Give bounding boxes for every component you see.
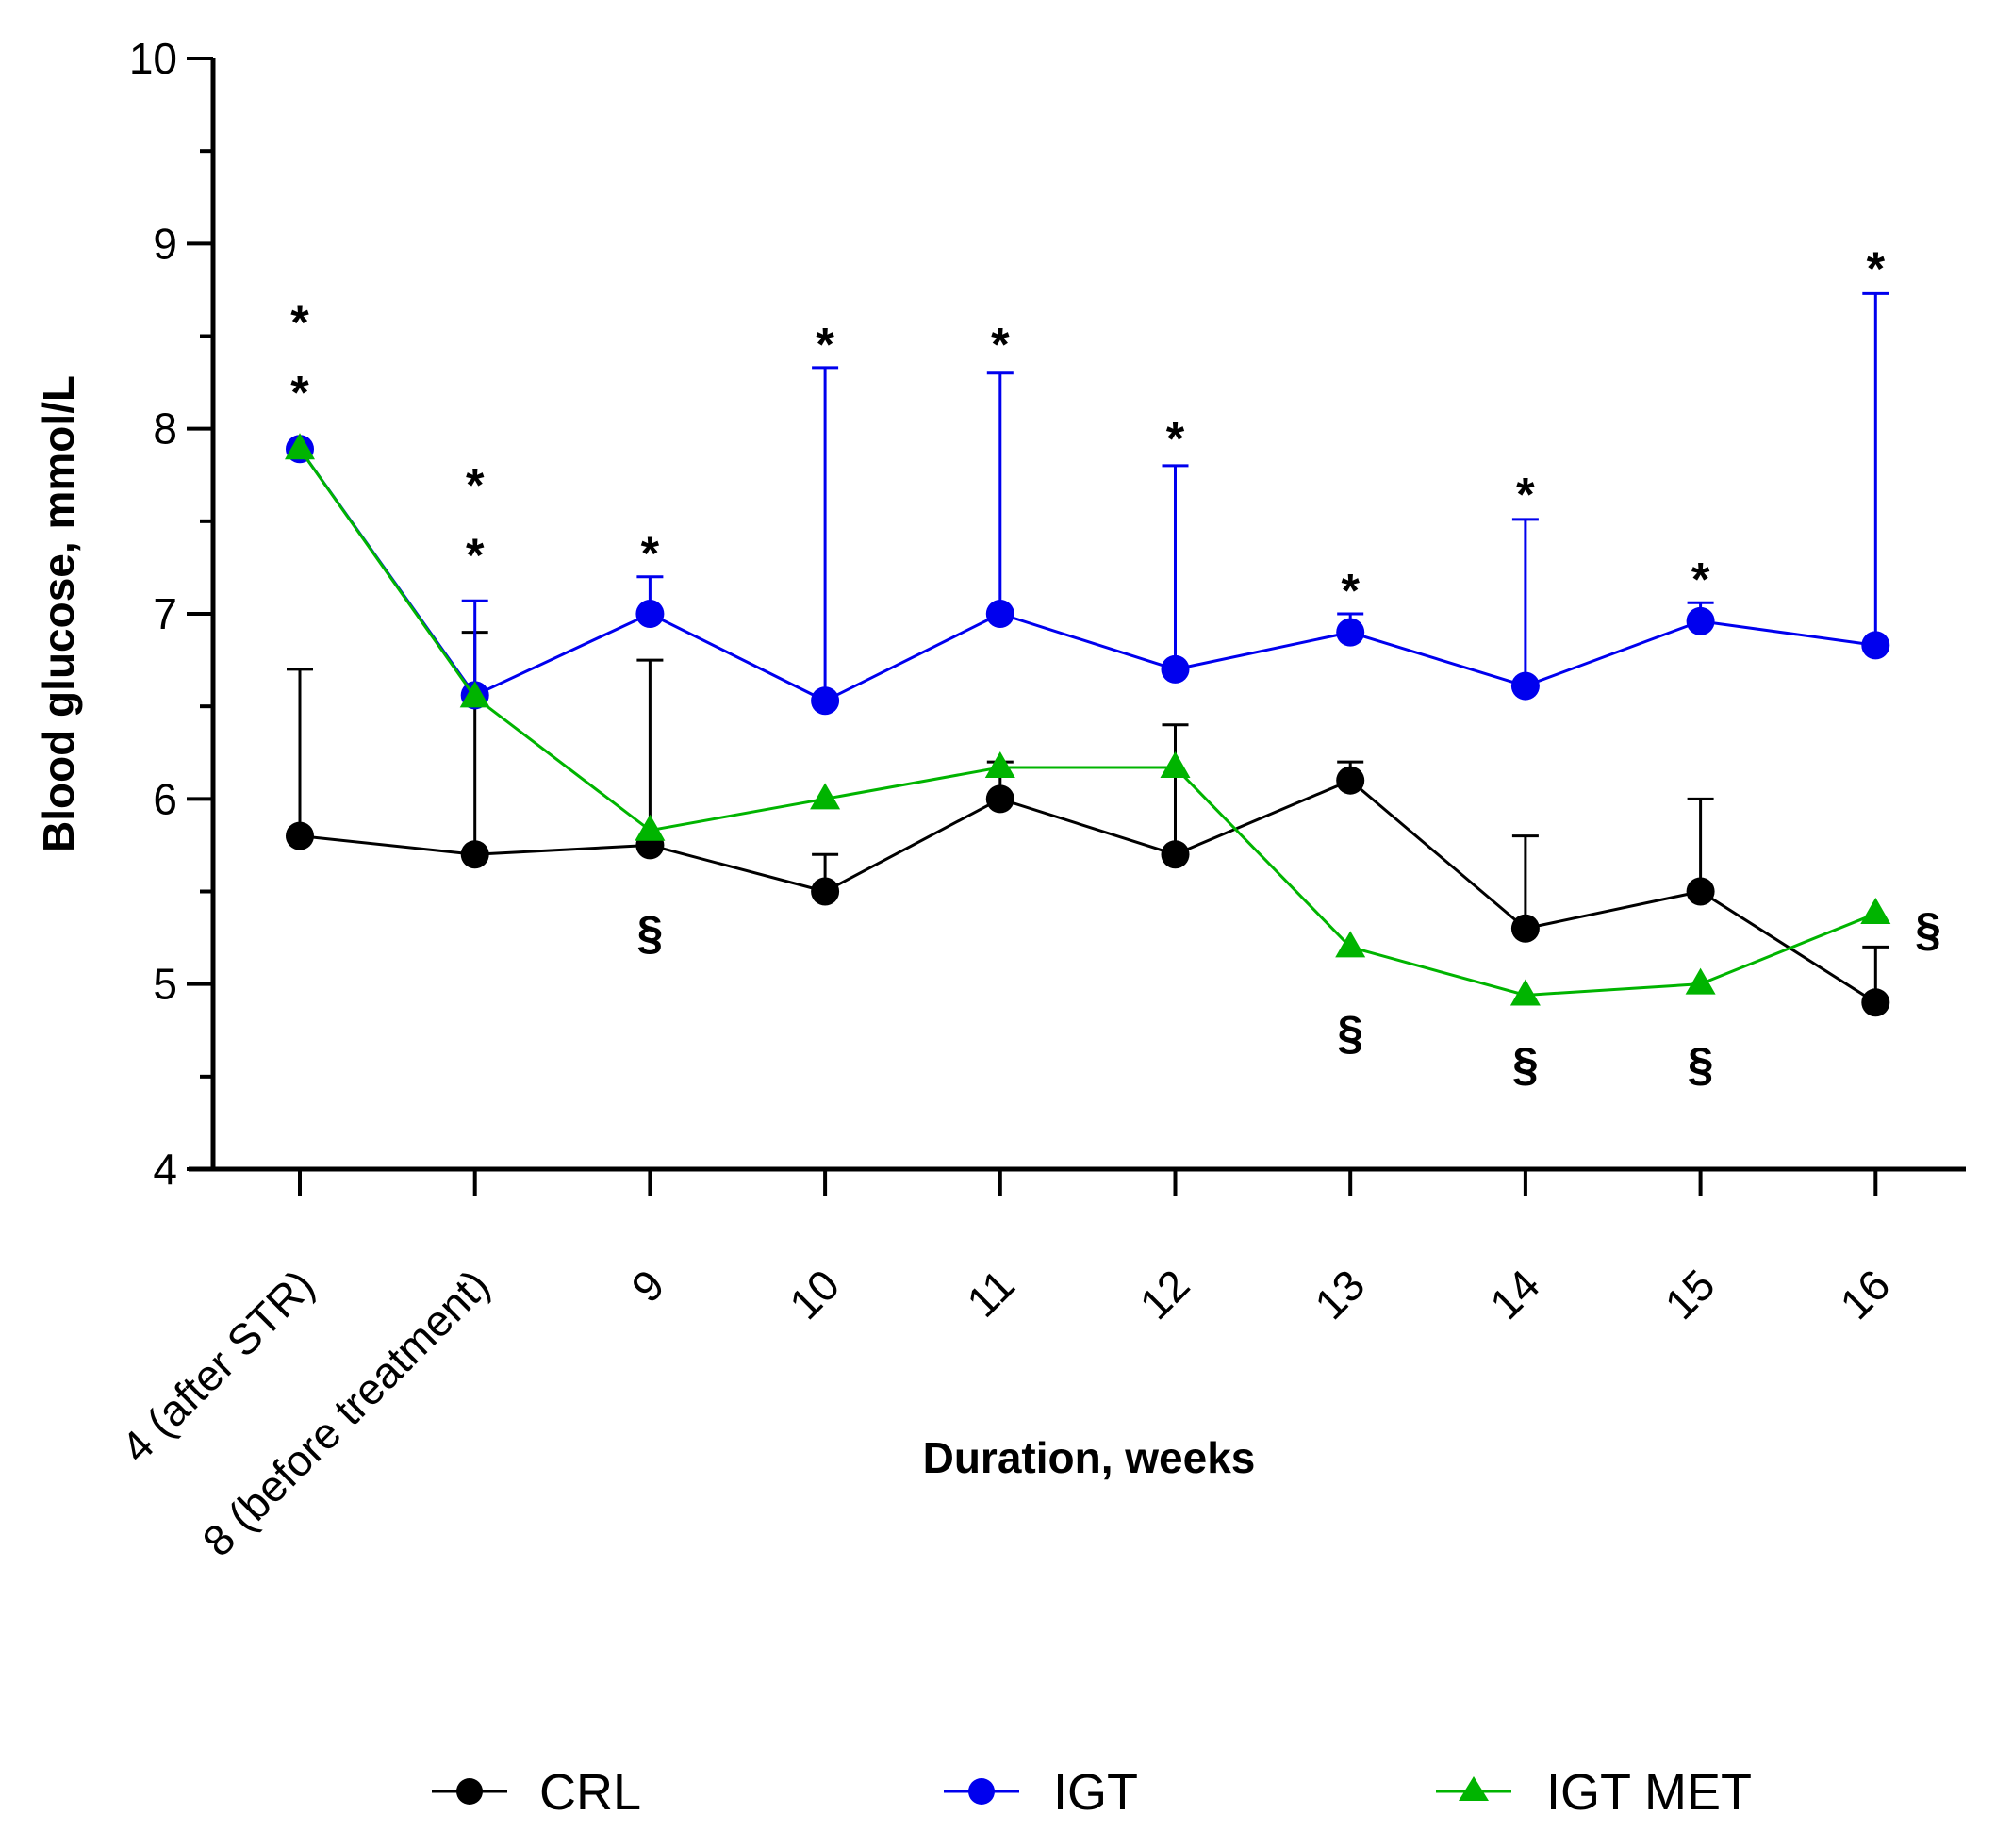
x-tick-label: 16 bbox=[1830, 1260, 1899, 1328]
data-point-igt bbox=[1686, 606, 1715, 635]
y-tick-label: 9 bbox=[153, 219, 177, 268]
y-ticks: 4 5 6 7 8 9 10 bbox=[129, 34, 213, 1194]
series-igt bbox=[286, 291, 1890, 716]
x-tick-label: 10 bbox=[780, 1260, 849, 1328]
data-point-igt bbox=[1510, 671, 1540, 701]
data-point-igt-met bbox=[810, 783, 841, 810]
legend-item-igt-met: IGT MET bbox=[1436, 1764, 1752, 1821]
data-point-crl bbox=[1336, 766, 1365, 795]
data-point-igt-met bbox=[459, 681, 490, 708]
significance-asterisk: * bbox=[816, 318, 834, 371]
data-point-igt bbox=[1336, 618, 1365, 647]
significance-asterisk: * bbox=[1166, 412, 1185, 465]
data-point-igt bbox=[1161, 654, 1190, 684]
y-axis-title: Blood glucose, mmol/L bbox=[34, 375, 83, 852]
data-point-crl bbox=[460, 840, 489, 869]
legend-swatch-igt-marker bbox=[968, 1778, 995, 1805]
legend-label-igt: IGT bbox=[1053, 1764, 1138, 1821]
significance-asterisk: * bbox=[290, 366, 309, 419]
significance-asterisk: * bbox=[290, 296, 309, 349]
data-point-crl bbox=[1510, 914, 1540, 943]
data-point-igt-met bbox=[1685, 967, 1716, 995]
x-tick-label: 9 bbox=[622, 1260, 674, 1312]
data-point-igt bbox=[985, 600, 1014, 628]
data-point-crl bbox=[286, 821, 314, 850]
x-tick-label: 13 bbox=[1305, 1260, 1374, 1328]
y-tick-label: 6 bbox=[153, 774, 177, 823]
y-tick-label: 4 bbox=[153, 1145, 177, 1194]
data-point-igt-met bbox=[635, 814, 666, 841]
legend: CRL IGT IGT MET bbox=[432, 1764, 1752, 1821]
data-point-igt-met bbox=[984, 751, 1015, 778]
legend-swatch-igt-met-marker bbox=[1459, 1776, 1489, 1801]
data-point-crl bbox=[1161, 840, 1190, 869]
data-point-igt bbox=[1861, 631, 1890, 660]
data-point-crl bbox=[1686, 877, 1715, 906]
data-point-crl bbox=[985, 784, 1014, 814]
legend-item-crl: CRL bbox=[432, 1764, 641, 1821]
significance-asterisk: * bbox=[1867, 242, 1886, 295]
y-tick-label: 8 bbox=[153, 404, 177, 454]
significance-section-sign: § bbox=[1512, 1038, 1539, 1091]
data-point-igt-met bbox=[1860, 898, 1891, 925]
data-point-igt-met bbox=[285, 433, 315, 460]
significance-asterisk: * bbox=[466, 459, 485, 512]
x-tick-label: 12 bbox=[1130, 1260, 1199, 1328]
x-tick-label: 11 bbox=[957, 1260, 1024, 1327]
data-point-igt-met bbox=[1335, 931, 1366, 958]
legend-label-crl: CRL bbox=[539, 1764, 641, 1821]
legend-swatch-crl-marker bbox=[456, 1778, 483, 1805]
significance-asterisk: * bbox=[641, 527, 660, 580]
series-crl bbox=[286, 631, 1890, 1017]
significance-section-sign: § bbox=[1915, 903, 1941, 956]
significance-section-sign: § bbox=[1337, 1007, 1363, 1060]
x-tick-label: 14 bbox=[1480, 1260, 1549, 1328]
data-point-igt-met bbox=[1509, 979, 1541, 1006]
significance-annotations: * * * * * * * * * * * * § § § § § bbox=[290, 242, 1941, 1091]
series-layer bbox=[285, 291, 1891, 1017]
data-point-igt bbox=[635, 600, 665, 628]
significance-asterisk: * bbox=[991, 318, 1010, 371]
y-tick-label: 7 bbox=[153, 589, 177, 638]
significance-asterisk: * bbox=[1516, 468, 1535, 520]
x-ticks: 4 (after STR)8 (before treatment) 9 10 11 12… bbox=[111, 1169, 1899, 1566]
data-point-crl bbox=[811, 877, 840, 906]
significance-asterisk: * bbox=[1691, 553, 1710, 606]
data-point-crl bbox=[1861, 988, 1890, 1017]
significance-asterisk: * bbox=[466, 529, 485, 582]
significance-section-sign: § bbox=[1688, 1038, 1714, 1091]
y-tick-label: 10 bbox=[129, 34, 177, 83]
y-tick-label: 5 bbox=[153, 960, 177, 1009]
data-point-igt-met bbox=[1160, 751, 1191, 778]
series-line-crl bbox=[299, 778, 1877, 1004]
x-axis-title: Duration, weeks bbox=[923, 1433, 1256, 1482]
data-point-igt bbox=[811, 686, 840, 716]
series-igt-met bbox=[285, 433, 1891, 1006]
significance-asterisk: * bbox=[1341, 564, 1360, 617]
legend-item-igt: IGT bbox=[944, 1764, 1138, 1821]
x-tick-label: 15 bbox=[1656, 1260, 1724, 1328]
series-line-igt bbox=[298, 448, 1876, 702]
legend-label-igt-met: IGT MET bbox=[1546, 1764, 1752, 1821]
significance-section-sign: § bbox=[636, 907, 663, 960]
series-line-igt-met bbox=[298, 448, 1876, 997]
x-tick-label: 8 (before treatment) bbox=[193, 1260, 499, 1565]
